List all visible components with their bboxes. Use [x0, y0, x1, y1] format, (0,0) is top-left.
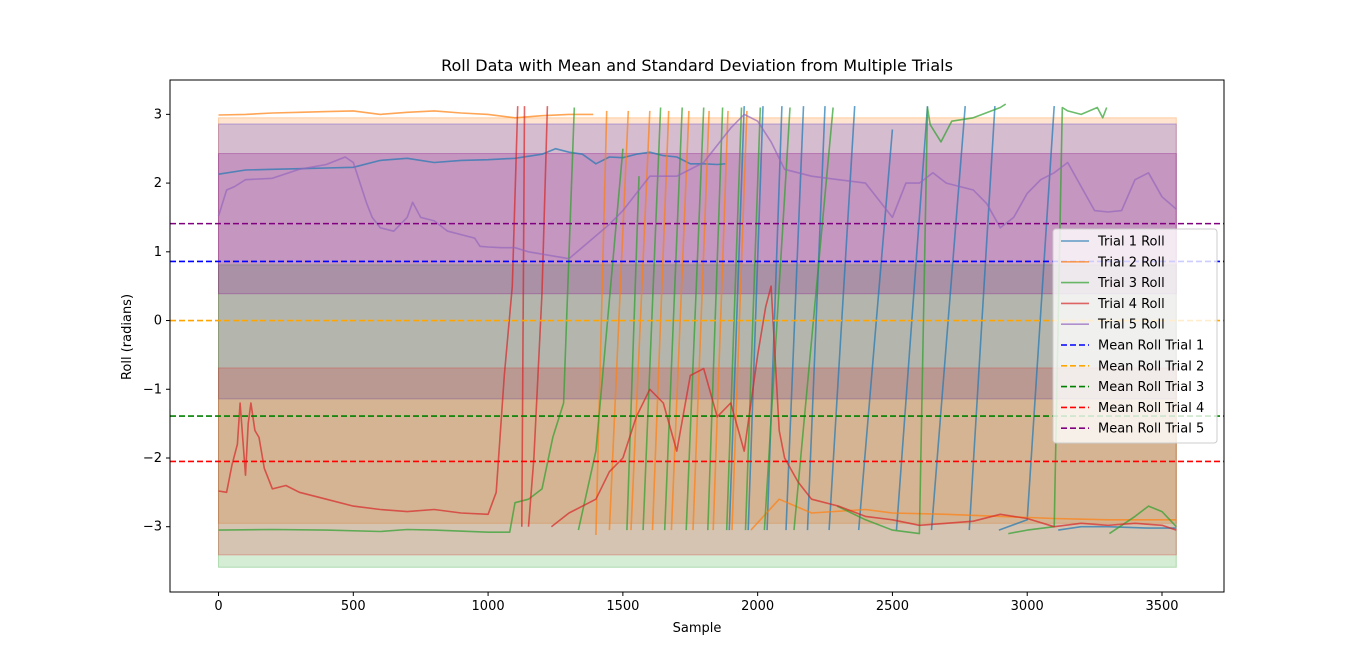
- plot-frame: [169, 79, 1225, 593]
- x-axis-label: Sample: [673, 621, 722, 636]
- x-tick-label: 2500: [876, 599, 909, 614]
- legend-label: Mean Roll Trial 3: [1098, 380, 1204, 395]
- legend-label: Trial 5 Roll: [1097, 318, 1165, 333]
- series-line-trial-4: [218, 106, 1177, 531]
- y-tick-label: 0: [154, 314, 162, 329]
- y-tick-label: 3: [154, 107, 162, 122]
- x-tick-label: 2000: [741, 599, 774, 614]
- legend-label: Trial 1 Roll: [1097, 235, 1165, 250]
- x-tick-label: 500: [341, 599, 366, 614]
- x-tick-label: 1000: [472, 599, 505, 614]
- mean-lines: [170, 222, 1224, 463]
- x-tick-label: 0: [214, 599, 222, 614]
- legend-label: Trial 2 Roll: [1097, 255, 1165, 270]
- std-bands: [218, 117, 1177, 568]
- series-line-trial-3: [218, 103, 1177, 535]
- y-tick-label: −2: [143, 451, 162, 466]
- series-line-trial-1: [218, 106, 1177, 531]
- x-tick-label: 1500: [606, 599, 639, 614]
- legend: Trial 1 Roll Trial 2 Roll Trial 3 Roll Tria…: [1052, 228, 1218, 444]
- legend-label: Mean Roll Trial 1: [1098, 339, 1204, 354]
- x-tick-label: 3500: [1145, 599, 1178, 614]
- series-line-trial-5: [217, 113, 1177, 260]
- chart-title: Roll Data with Mean and Standard Deviati…: [441, 56, 953, 75]
- y-tick-label: −1: [143, 382, 162, 397]
- legend-label: Mean Roll Trial 4: [1098, 401, 1204, 416]
- legend-label: Mean Roll Trial 2: [1098, 359, 1204, 374]
- y-axis-ticks: −3 −2 −1 0 1 2 3: [143, 107, 170, 535]
- legend-label: Trial 3 Roll: [1097, 276, 1165, 291]
- legend-box: [1052, 228, 1218, 444]
- y-tick-label: −3: [143, 520, 162, 535]
- y-tick-label: 1: [154, 245, 162, 260]
- x-axis-ticks: 0 500 1000 1500 2000 2500 3000 3500: [214, 592, 1179, 614]
- y-axis-label: Roll (radians): [120, 294, 135, 380]
- x-tick-label: 3000: [1011, 599, 1044, 614]
- legend-label: Trial 4 Roll: [1097, 297, 1165, 312]
- y-tick-label: 2: [154, 176, 162, 191]
- legend-label: Mean Roll Trial 5: [1098, 422, 1204, 437]
